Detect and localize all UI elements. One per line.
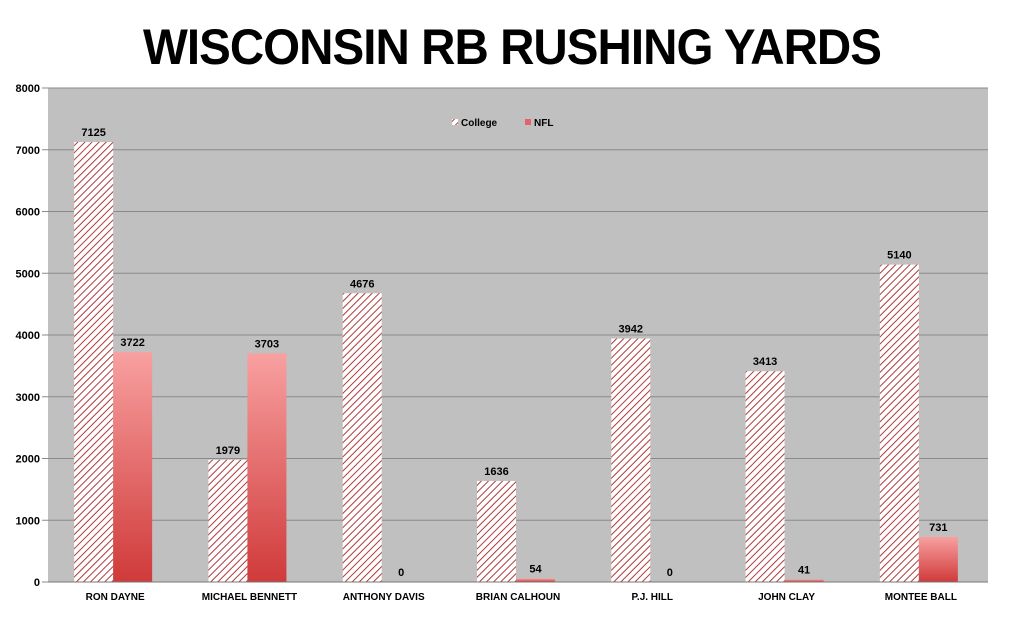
x-tick-label: RON DAYNE	[86, 592, 145, 603]
x-tick-label: P.J. HILL	[632, 592, 674, 603]
bar-college	[342, 293, 382, 582]
y-tick-label: 7000	[16, 145, 40, 157]
bar-nfl	[247, 353, 287, 582]
y-tick-label: 0	[34, 577, 40, 589]
y-tick-label: 6000	[16, 207, 40, 219]
y-tick-label: 8000	[16, 83, 40, 95]
legend: College NFL	[452, 118, 553, 129]
bar-college	[477, 480, 516, 582]
data-label: 1636	[484, 466, 508, 478]
bar-nfl	[516, 578, 555, 582]
data-label: 3413	[753, 356, 777, 368]
x-tick-label: MONTEE BALL	[885, 592, 957, 603]
data-label: 54	[529, 564, 542, 576]
legend-swatch-nfl	[525, 119, 531, 125]
y-tick-label: 5000	[16, 268, 40, 280]
x-tick-label: JOHN CLAY	[758, 592, 815, 603]
bar-nfl	[918, 536, 958, 582]
bar-college	[74, 142, 114, 582]
data-label: 41	[798, 564, 810, 576]
data-label: 5140	[887, 250, 911, 262]
legend-swatch-college	[452, 119, 458, 125]
data-label: 0	[667, 567, 673, 579]
bar-college	[208, 459, 248, 582]
bar-nfl	[784, 579, 824, 582]
bar-college	[611, 338, 651, 582]
data-label: 0	[398, 567, 404, 579]
x-tick-label: MICHAEL BENNETT	[202, 592, 297, 603]
bar-college	[879, 264, 919, 582]
y-tick-label: 3000	[16, 392, 40, 404]
data-label: 3722	[120, 337, 144, 349]
data-label: 3703	[255, 338, 279, 350]
data-label: 7125	[81, 127, 105, 139]
x-tick-label: BRIAN CALHOUN	[476, 592, 560, 603]
data-label: 4676	[350, 278, 374, 290]
legend-label: NFL	[534, 118, 553, 129]
chart-title: WISCONSIN RB RUSHING YARDS	[142, 19, 882, 75]
bar-college	[745, 371, 785, 582]
bar-nfl	[113, 352, 153, 582]
legend-label: College	[461, 118, 498, 129]
y-tick-label: 4000	[16, 330, 40, 342]
data-label: 1979	[216, 445, 240, 457]
x-tick-label: ANTHONY DAVIS	[343, 592, 425, 603]
y-tick-label: 1000	[16, 515, 40, 527]
data-label: 731	[929, 522, 947, 534]
y-tick-label: 2000	[16, 454, 40, 466]
data-label: 3942	[619, 324, 643, 336]
